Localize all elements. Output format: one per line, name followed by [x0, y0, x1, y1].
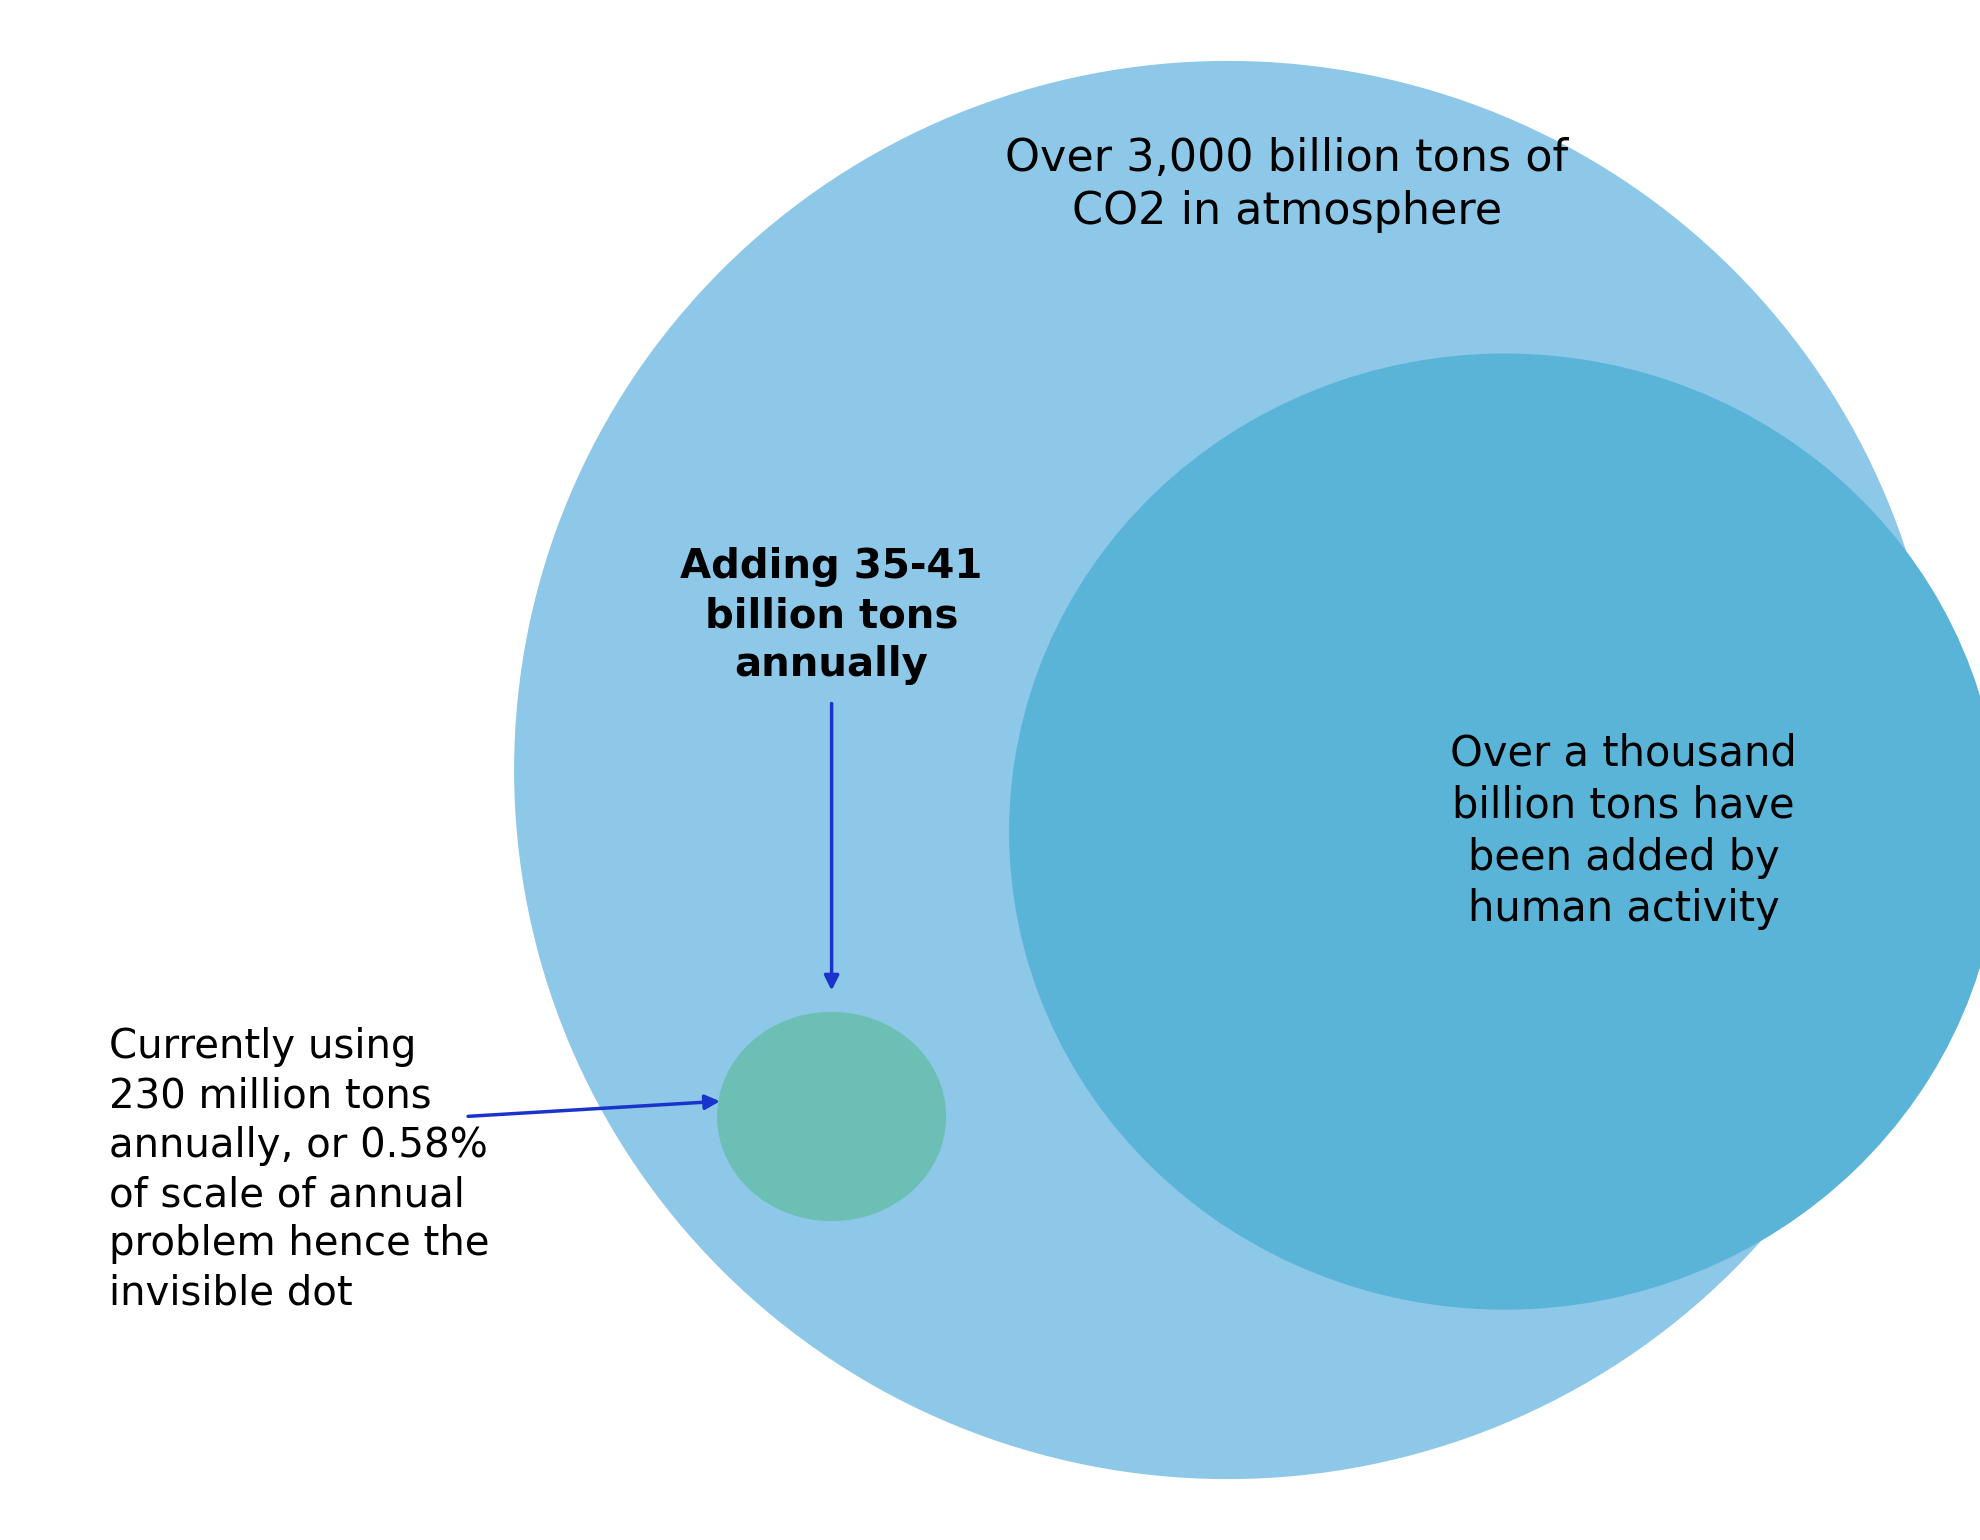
Text: Over a thousand
billion tons have
been added by
human activity: Over a thousand billion tons have been a… [1449, 733, 1798, 930]
Ellipse shape [717, 1013, 946, 1221]
Text: Currently using
230 million tons
annually, or 0.58%
of scale of annual
problem h: Currently using 230 million tons annuall… [109, 1027, 489, 1314]
Text: Adding 35-41
billion tons
annually: Adding 35-41 billion tons annually [681, 547, 982, 685]
Ellipse shape [515, 62, 1940, 1478]
Ellipse shape [1010, 354, 1980, 1309]
Text: Over 3,000 billion tons of
CO2 in atmosphere: Over 3,000 billion tons of CO2 in atmosp… [1006, 137, 1568, 233]
